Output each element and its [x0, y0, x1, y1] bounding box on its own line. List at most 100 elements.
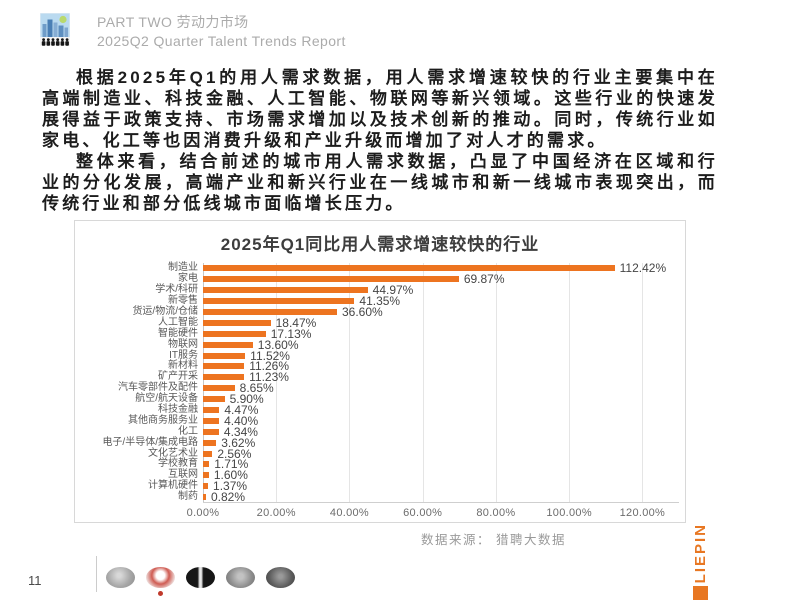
bar-track: 17.13% — [203, 328, 679, 340]
bar-track: 1.71% — [203, 458, 679, 470]
footer-logo-1 — [106, 567, 135, 588]
industry-growth-bar-chart: 2025年Q1同比用人需求增速较快的行业 制造业 112.42% 家电 69.87% 学… — [74, 220, 686, 523]
bar-track: 69.87% — [203, 273, 679, 285]
category-label: 人工智能 — [158, 316, 198, 328]
bar-track: 1.60% — [203, 468, 679, 483]
value-label: 0.82% — [211, 490, 246, 505]
category-label: 互联网 — [168, 469, 198, 481]
gridline — [276, 263, 278, 502]
value-label: 4.47% — [224, 403, 259, 418]
chart-row: IT服务 11.52% — [81, 350, 679, 362]
bar-track: 41.35% — [203, 294, 679, 309]
bar-track: 18.47% — [203, 315, 679, 330]
chart-row: 智能硬件 17.13% — [81, 328, 679, 340]
paragraph-1: 根据2025年Q1的用人需求数据，用人需求增速较快的行业主要集中在高端制造业、科… — [42, 68, 718, 150]
bar — [203, 276, 459, 283]
chart-row: 矿产开采 11.23% — [81, 371, 679, 383]
value-label: 5.90% — [229, 392, 264, 407]
part-title: PART TWO 劳动力市场 — [97, 14, 249, 30]
category-label: 航空/航天设备 — [135, 393, 198, 405]
footer-logo-5 — [266, 567, 295, 588]
bar — [203, 265, 615, 272]
value-label: 2.56% — [217, 446, 252, 461]
paragraph-2: 整体来看，结合前述的城市用人需求数据，凸显了中国经济在区域和行业的分化发展，高端… — [42, 152, 718, 213]
x-tick-label: 0.00% — [186, 506, 220, 519]
category-label: 科技金融 — [158, 404, 198, 416]
gridlines — [203, 263, 679, 503]
bar-track: 5.90% — [203, 392, 679, 407]
page-number: 11 — [28, 573, 42, 588]
report-body: 根据2025年Q1的用人需求数据，用人需求增速较快的行业主要集中在高端制造业、科… — [42, 67, 718, 548]
bar-track: 112.42% — [203, 261, 679, 276]
chart-row: 物联网 13.60% — [81, 337, 679, 352]
category-label: 化工 — [178, 425, 198, 437]
bar — [203, 472, 209, 479]
plot-area: 制造业 112.42% 家电 69.87% 学术/科研 44.97% 新零售 41.35% 货运… — [81, 261, 679, 505]
chart-row: 新零售 41.35% — [81, 294, 679, 309]
chart-row: 化工 4.34% — [81, 425, 679, 438]
bar — [203, 330, 266, 337]
bar — [203, 374, 245, 381]
category-label: 计算机硬件 — [148, 480, 198, 492]
x-tick-label: 80.00% — [476, 506, 516, 519]
page-header: PART TWO 劳动力市场 2025Q2 Quarter Talent Tre… — [0, 0, 800, 51]
chart-row: 文化艺术业 2.56% — [81, 446, 679, 461]
chart-row: 计算机硬件 1.37% — [81, 480, 679, 492]
category-label: 家电 — [178, 273, 198, 285]
bar — [203, 439, 217, 446]
footer-divider — [96, 556, 97, 592]
bar — [203, 287, 368, 294]
chart-row: 其他商务服务业 4.40% — [81, 413, 679, 428]
value-label: 1.60% — [213, 468, 248, 483]
chart-title: 2025年Q1同比用人需求增速较快的行业 — [220, 235, 540, 254]
value-label: 41.35% — [359, 294, 401, 309]
bar-track: 2.56% — [203, 446, 679, 461]
bar-track: 4.47% — [203, 403, 679, 418]
value-label: 11.26% — [249, 359, 290, 374]
category-label: 电子/半导体/集成电路 — [102, 436, 198, 448]
gridline — [203, 263, 204, 502]
value-label: 18.47% — [275, 315, 317, 330]
category-label: 制造业 — [168, 262, 198, 274]
category-label: 学校教育 — [158, 458, 198, 470]
value-label: 112.42% — [619, 261, 667, 276]
bar — [203, 363, 245, 370]
chart-row: 学术/科研 44.97% — [81, 284, 679, 296]
category-label: 其他商务服务业 — [128, 414, 198, 426]
category-label: 文化艺术业 — [148, 447, 198, 459]
value-label: 4.40% — [224, 413, 259, 428]
category-label: 物联网 — [168, 338, 198, 350]
footer-logo-2 — [146, 567, 175, 596]
liepin-wordmark: LIEPIN — [692, 522, 709, 583]
report-title: 2025Q2 Quarter Talent Trends Report — [97, 33, 346, 49]
chart-row: 人工智能 18.47% — [81, 315, 679, 330]
bar-track: 11.23% — [203, 371, 679, 383]
chart-row: 电子/半导体/集成电路 3.62% — [81, 435, 679, 450]
bar — [203, 309, 337, 315]
value-label: 13.60% — [257, 337, 299, 352]
city-skyline-people-icon — [40, 13, 70, 46]
bar-track: 1.37% — [203, 480, 679, 492]
data-source: 数据来源： 猎聘大数据 — [421, 532, 566, 547]
chart-row: 制造业 112.42% — [81, 261, 679, 276]
bar-track: 11.26% — [203, 359, 679, 374]
chart-row: 科技金融 4.47% — [81, 403, 679, 418]
bar — [203, 450, 213, 457]
x-tick-label: 40.00% — [329, 506, 370, 519]
value-label: 3.62% — [221, 435, 256, 450]
bar — [203, 483, 209, 490]
footer-logos — [106, 567, 295, 596]
bar — [203, 417, 220, 424]
bar — [203, 494, 206, 501]
bar — [203, 396, 225, 403]
x-tick-label: 60.00% — [403, 506, 443, 519]
chart-row: 新材料 11.26% — [81, 359, 679, 374]
bar-track: 3.62% — [203, 435, 679, 450]
x-axis: 0.00% 20.00% 40.00% 60.00% 80.00% 100.00% 120.… — [187, 503, 679, 520]
bar-track: 36.60% — [203, 306, 679, 318]
chart-rows: 制造业 112.42% 家电 69.87% 学术/科研 44.97% 新零售 41.35% 货运… — [81, 261, 679, 505]
gridline — [422, 263, 424, 502]
gridline — [495, 263, 497, 502]
value-label: 8.65% — [239, 381, 274, 396]
bar-track: 8.65% — [203, 381, 679, 396]
